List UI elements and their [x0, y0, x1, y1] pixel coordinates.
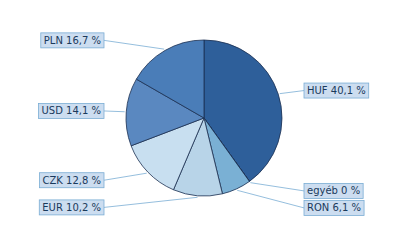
label-box: [304, 83, 369, 98]
connector: [104, 110, 125, 112]
label-box: [39, 103, 105, 118]
chart: HUF 40,1 % egyéb 0 % RON 6,1 % EUR 10,2 % CZ…: [0, 0, 409, 241]
label-box: [304, 200, 364, 215]
connector: [104, 197, 198, 207]
connector: [250, 183, 304, 191]
slice-label: HUF 40,1 %: [307, 85, 366, 96]
connector: [104, 173, 147, 180]
label-box: [41, 33, 104, 48]
labels: HUF 40,1 % egyéb 0 % RON 6,1 % EUR 10,2 % CZ…: [39, 33, 369, 216]
wedges: [126, 40, 282, 196]
slice-label: egyéb 0 %: [307, 185, 360, 196]
connector: [104, 40, 164, 49]
slice-label: RON 6,1 %: [307, 202, 361, 213]
slice-label: USD 14,1 %: [42, 105, 102, 116]
slice-label: EUR 10,2 %: [42, 202, 101, 213]
connector: [280, 91, 304, 94]
label-box: [39, 200, 104, 215]
slice-label: CZK 12,8 %: [42, 175, 101, 186]
slice-label: PLN 16,7 %: [44, 35, 101, 46]
label-box: [304, 183, 363, 198]
label-box: [39, 173, 104, 188]
wedge: [136, 40, 204, 118]
connector: [237, 190, 304, 208]
